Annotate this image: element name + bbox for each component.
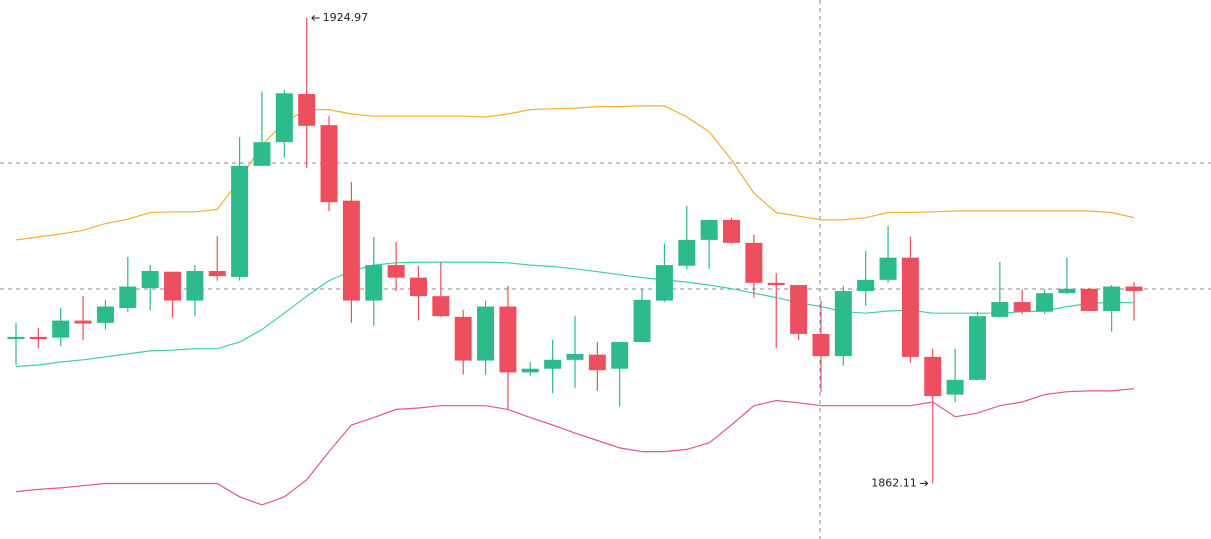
candle-body [208, 270, 226, 277]
candle-body [253, 142, 271, 166]
candle-body [968, 316, 986, 380]
min-label: 1862.11 [871, 476, 917, 489]
candle-body [745, 242, 763, 283]
candle-body [7, 336, 25, 340]
arrow [919, 480, 929, 487]
candle-body [298, 94, 316, 126]
candle-body [566, 353, 584, 360]
max-label: 1924.97 [323, 11, 369, 24]
candle-body [29, 336, 47, 340]
candle-body [52, 320, 70, 338]
candle-body [365, 265, 383, 301]
candle-body [857, 279, 875, 291]
candle-body [320, 125, 338, 203]
candle-body [655, 265, 673, 301]
bands [15, 105, 1135, 506]
candle-body [1103, 286, 1121, 311]
candle-body [275, 93, 293, 143]
candle-body [790, 285, 808, 334]
candle-body [96, 306, 114, 323]
candle-body [387, 265, 405, 278]
candle-body [588, 354, 606, 371]
band-line [15, 105, 1135, 241]
candle-body [544, 359, 562, 369]
candle-body [164, 271, 182, 301]
candle-body [924, 356, 942, 397]
candle-body [521, 368, 539, 373]
candle-body [1080, 288, 1098, 311]
candle-body [342, 200, 360, 301]
candle-body [119, 286, 137, 308]
band-line [15, 388, 1135, 506]
candle-body [879, 257, 897, 280]
candle-body [812, 333, 830, 357]
candles [7, 17, 1143, 484]
candle-body [141, 270, 159, 289]
candle-body [946, 379, 964, 395]
candle-body [834, 290, 852, 357]
candle-body [454, 316, 472, 361]
candle-body [633, 299, 651, 343]
candle-body [1036, 293, 1054, 312]
band-line [15, 261, 1135, 368]
candle-body [1125, 286, 1143, 291]
candle-body [477, 306, 495, 361]
labels: 1924.97 1862.11 [311, 11, 929, 489]
candle-body [700, 219, 718, 240]
candle-body [186, 270, 204, 301]
candle-body [231, 165, 249, 277]
candle-body [409, 277, 427, 297]
arrow [311, 15, 320, 21]
candle-body [74, 320, 92, 324]
candle-body [678, 239, 696, 266]
candle-body [723, 219, 741, 243]
candle-body [767, 282, 785, 286]
candle-body [611, 342, 629, 369]
candle-body [499, 306, 517, 373]
candle-body [991, 302, 1009, 317]
candle-body [901, 257, 919, 357]
candle-body [1058, 288, 1076, 294]
candle-body [1013, 302, 1031, 312]
candle-body [432, 296, 450, 317]
